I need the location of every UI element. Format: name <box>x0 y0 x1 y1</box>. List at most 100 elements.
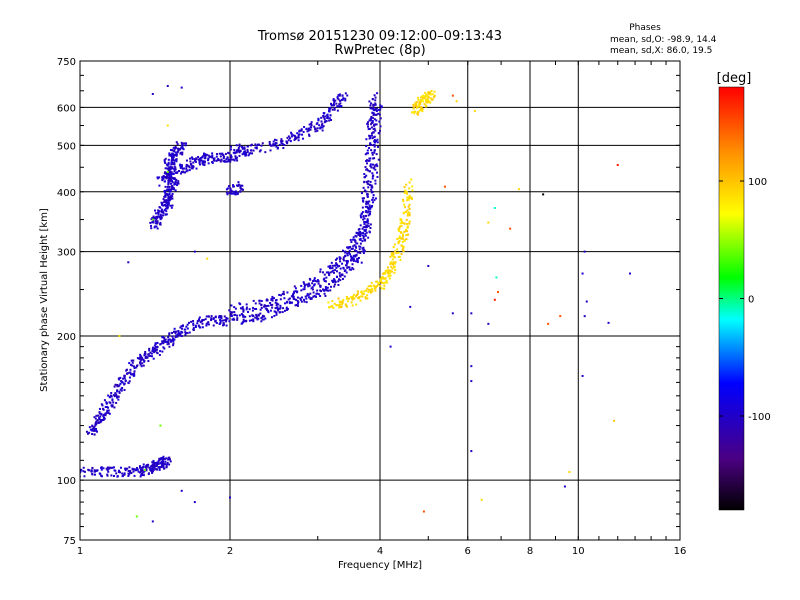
trace-point <box>362 218 365 221</box>
trace-point <box>337 278 340 281</box>
trace-point <box>406 222 409 225</box>
trace-point <box>167 338 170 341</box>
trace-point <box>345 295 348 298</box>
trace-point <box>292 297 295 300</box>
trace-point <box>181 167 184 170</box>
trace-point <box>129 368 132 371</box>
scatter-point <box>583 250 586 253</box>
trace-point <box>286 291 289 294</box>
trace-point <box>325 288 328 291</box>
trace-point <box>276 306 279 309</box>
trace-point <box>277 303 280 306</box>
trace-point <box>310 123 313 126</box>
trace-point <box>356 290 359 293</box>
trace-point <box>408 220 411 223</box>
trace-point <box>141 470 144 473</box>
trace-point <box>160 457 163 460</box>
trace-point <box>159 350 162 353</box>
trace-point <box>296 304 299 307</box>
trace-point <box>335 304 338 307</box>
trace-point <box>158 184 161 187</box>
trace-point <box>362 215 365 218</box>
trace-point <box>366 195 369 198</box>
trace-point <box>261 142 264 145</box>
stats-heading: Phases <box>629 23 661 33</box>
trace-point <box>350 255 353 258</box>
trace-point <box>151 467 154 470</box>
trace-point <box>313 125 316 128</box>
scatter-point <box>517 188 520 191</box>
trace-point <box>430 90 433 93</box>
trace-point <box>238 314 241 317</box>
trace-point <box>167 163 170 166</box>
trace-point <box>294 290 297 293</box>
trace-point <box>339 275 342 278</box>
trace-point <box>194 160 197 163</box>
trace-point <box>337 105 340 108</box>
trace-point <box>245 306 248 309</box>
trace-point <box>346 246 349 249</box>
trace-point <box>180 164 183 167</box>
y-tick-label: 600 <box>57 103 76 114</box>
trace-point <box>166 343 169 346</box>
trace-point <box>361 197 364 200</box>
trace-point <box>353 293 356 296</box>
trace-point <box>165 465 168 468</box>
trace-point <box>392 246 395 249</box>
trace-point <box>169 167 172 170</box>
trace-point <box>197 155 200 158</box>
trace-point <box>158 353 161 356</box>
trace-point <box>375 285 378 288</box>
trace-point <box>298 129 301 132</box>
trace-point <box>379 108 382 111</box>
trace-point <box>280 294 283 297</box>
trace-point <box>254 302 257 305</box>
trace-point <box>260 300 263 303</box>
trace-point <box>129 373 132 376</box>
trace-point <box>123 388 126 391</box>
scatter-point <box>487 322 490 325</box>
trace-point <box>156 341 159 344</box>
trace-point <box>360 261 363 264</box>
trace-point <box>143 354 146 357</box>
trace-point <box>386 269 389 272</box>
trace-point <box>368 119 371 122</box>
trace-point <box>189 160 192 163</box>
trace-point <box>94 417 97 420</box>
trace-point <box>156 227 159 230</box>
trace-point <box>367 214 370 217</box>
trace-point <box>363 229 366 232</box>
trace-point <box>100 468 103 471</box>
trace-point <box>198 160 201 163</box>
trace-point <box>332 98 335 101</box>
trace-point <box>360 212 363 215</box>
trace-point <box>408 194 411 197</box>
trace-point <box>355 293 358 296</box>
trace-point <box>159 462 162 465</box>
trace-point <box>299 297 302 300</box>
trace-point <box>158 458 161 461</box>
trace-point <box>402 198 405 201</box>
trace-point <box>363 248 366 251</box>
trace-point <box>406 209 409 212</box>
trace-point <box>402 200 405 203</box>
trace-point <box>174 183 177 186</box>
trace-point <box>102 467 105 470</box>
trace-point <box>80 468 83 471</box>
trace-point <box>292 134 295 137</box>
scatter-point <box>151 218 154 221</box>
trace-point <box>365 152 368 155</box>
trace-point <box>400 244 403 247</box>
trace-point <box>264 317 267 320</box>
trace-point <box>98 418 101 421</box>
trace-point <box>383 272 386 275</box>
trace-point <box>171 166 174 169</box>
trace-point <box>173 165 176 168</box>
trace-point <box>254 307 257 310</box>
trace-point <box>320 124 323 127</box>
trace-point <box>141 468 144 471</box>
trace-point <box>288 301 291 304</box>
trace-point <box>398 225 401 228</box>
trace-point <box>376 165 379 168</box>
trace-point <box>333 302 336 305</box>
